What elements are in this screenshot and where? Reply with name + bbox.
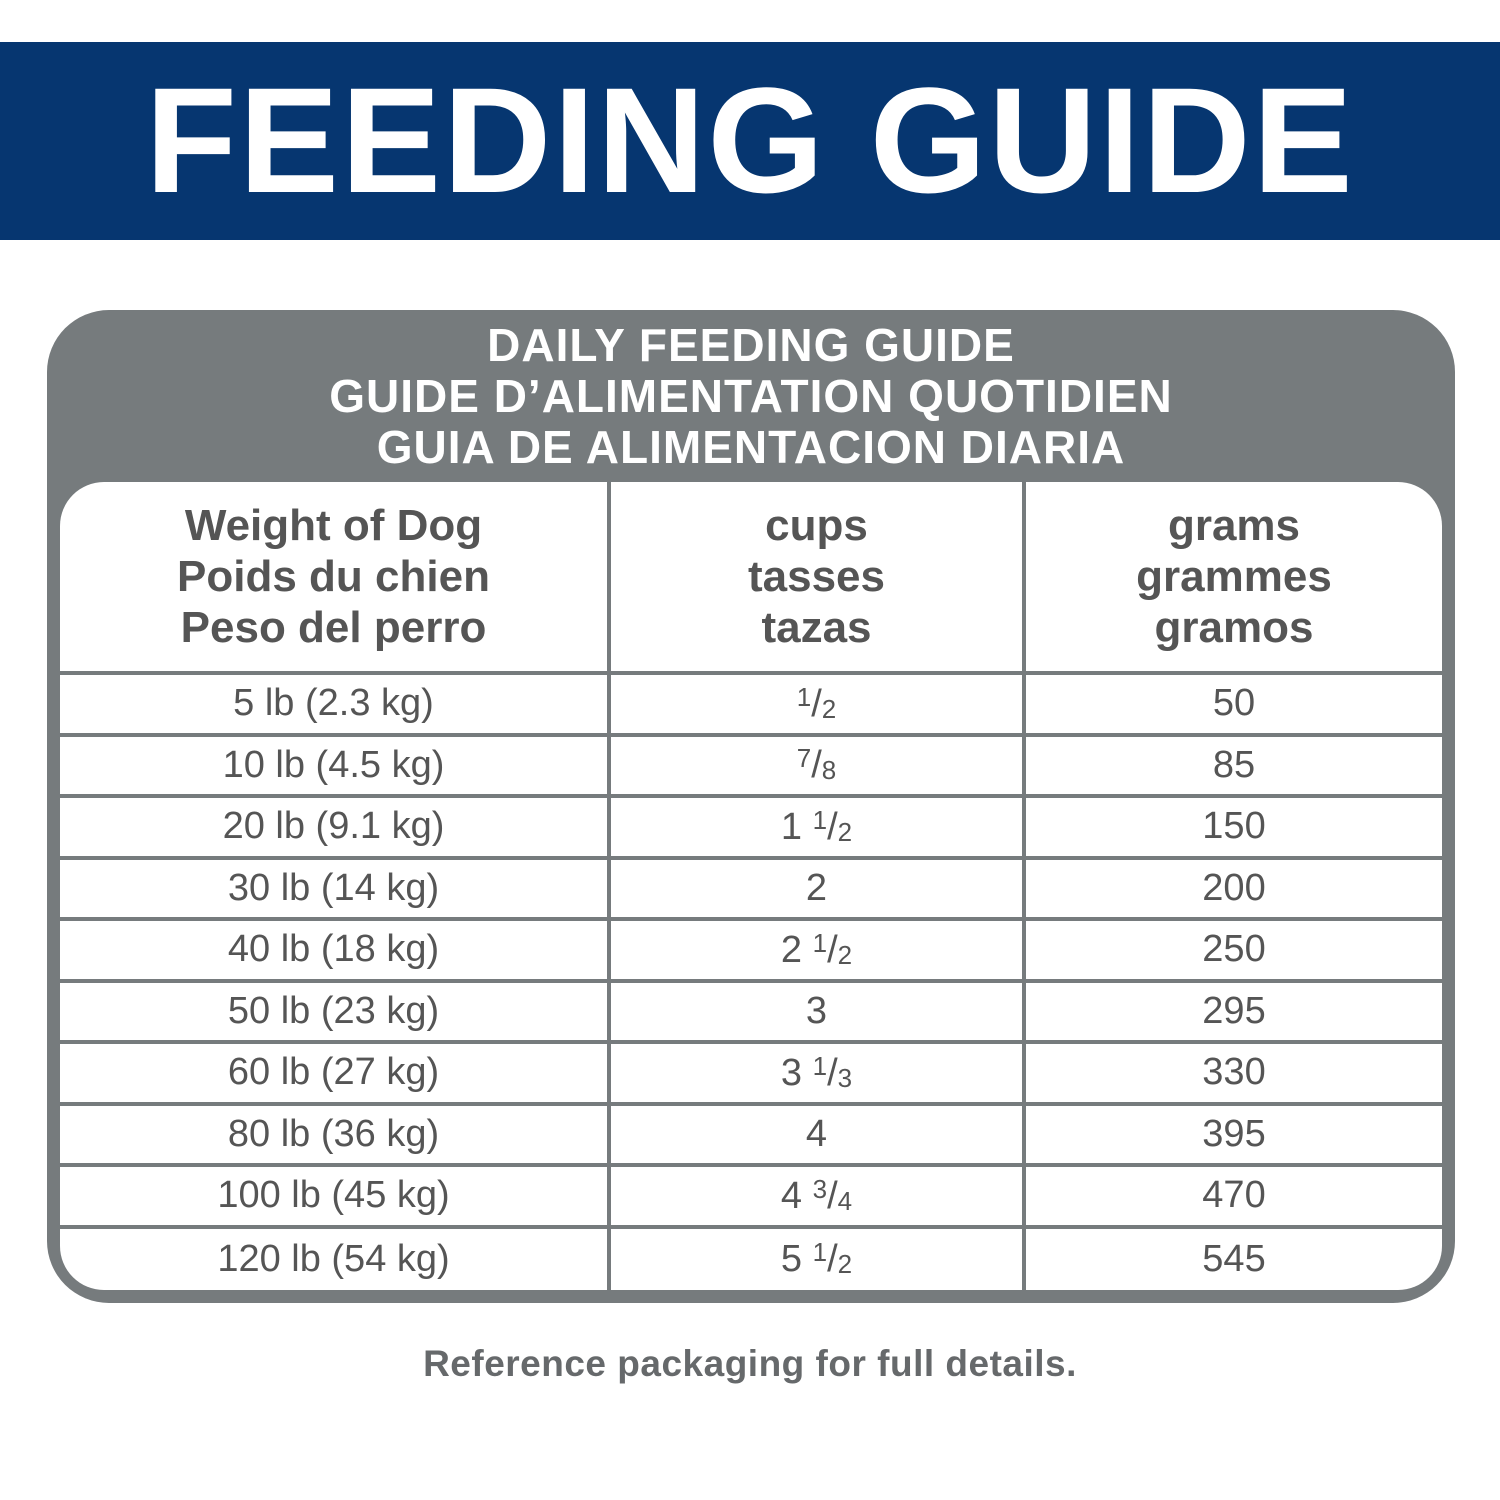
cell-text: 85 — [1212, 743, 1256, 786]
header-line: Peso del perro — [180, 603, 487, 652]
table-cell: 470 — [1026, 1167, 1442, 1229]
cell-text: 2 1/2 — [780, 927, 853, 971]
cell-text: 120 lb (54 kg) — [217, 1237, 450, 1280]
table-cell: 295 — [1026, 983, 1442, 1044]
header-line: grams — [1167, 501, 1301, 550]
table-panel: Weight of Dog Poids du chien Peso del perr… — [60, 482, 1442, 1290]
table-cell: 60 lb (27 kg) — [60, 1044, 611, 1106]
cell-text: 3 1/3 — [780, 1050, 853, 1094]
feeding-table-box: DAILY FEEDING GUIDE GUIDE D’ALIMENTATION… — [47, 310, 1455, 1303]
cell-text: 1/2 — [796, 681, 837, 725]
table-cell: 85 — [1026, 737, 1442, 798]
header-line: grammes — [1136, 552, 1332, 601]
table-cell: 1 1/2 — [611, 798, 1026, 860]
table-cell: 5 lb (2.3 kg) — [60, 675, 611, 737]
table-cell: 120 lb (54 kg) — [60, 1228, 611, 1290]
title-line: GUIDE D’ALIMENTATION QUOTIDIEN — [329, 370, 1173, 422]
cell-text: 4 3/4 — [780, 1173, 853, 1217]
cell-text: 40 lb (18 kg) — [227, 928, 440, 971]
cell-text: 1 1/2 — [780, 804, 853, 848]
cell-text: 80 lb (36 kg) — [227, 1112, 440, 1155]
feeding-table: Weight of Dog Poids du chien Peso del perr… — [60, 482, 1442, 1290]
cell-text: 100 lb (45 kg) — [217, 1174, 450, 1217]
table-cell: 200 — [1026, 860, 1442, 921]
cell-text: 2 — [805, 866, 828, 909]
header-line: cups — [765, 501, 868, 550]
cell-text: 200 — [1202, 866, 1266, 909]
table-cell: 2 — [611, 859, 1026, 921]
table-cell: 30 lb (14 kg) — [60, 859, 611, 921]
table-cell: 4 3/4 — [611, 1167, 1026, 1229]
table-cell: 100 lb (45 kg) — [60, 1167, 611, 1229]
header-line: tasses — [747, 552, 885, 601]
cell-text: 4 — [805, 1112, 828, 1155]
cell-text: 250 — [1202, 928, 1266, 971]
table-cell: 4 — [611, 1105, 1026, 1167]
footer-note: Reference packaging for full details. — [423, 1343, 1077, 1384]
table-cell: 1/2 — [611, 675, 1026, 737]
table-cell: 7/8 — [611, 736, 1026, 798]
table-cell: 330 — [1026, 1044, 1442, 1106]
header-line: gramos — [1154, 603, 1314, 652]
table-cell: 20 lb (9.1 kg) — [60, 798, 611, 860]
header-line: Poids du chien — [177, 552, 490, 601]
header-line: Weight of Dog — [184, 501, 483, 550]
table-cell: 40 lb (18 kg) — [60, 921, 611, 983]
cell-text: 545 — [1202, 1237, 1266, 1280]
table-cell: 50 — [1026, 675, 1442, 737]
table-cell: 10 lb (4.5 kg) — [60, 736, 611, 798]
column-header: grams grammes gramos — [1026, 482, 1442, 675]
title-line: DAILY FEEDING GUIDE — [487, 319, 1015, 371]
cell-text: 395 — [1202, 1112, 1266, 1155]
column-header: Weight of Dog Poids du chien Peso del perr… — [60, 482, 611, 675]
cell-text: 10 lb (4.5 kg) — [222, 743, 445, 786]
table-cell: 2 1/2 — [611, 921, 1026, 983]
cell-text: 470 — [1202, 1174, 1266, 1217]
header-line: tazas — [761, 603, 872, 652]
table-cell: 5 1/2 — [611, 1228, 1026, 1290]
table-cell: 3 — [611, 982, 1026, 1044]
cell-text: 150 — [1202, 805, 1266, 848]
table-cell: 395 — [1026, 1106, 1442, 1167]
cell-text: 330 — [1202, 1051, 1266, 1094]
cell-text: 50 — [1212, 682, 1256, 725]
table-cell: 545 — [1026, 1229, 1442, 1291]
table-cell: 3 1/3 — [611, 1044, 1026, 1106]
table-title: DAILY FEEDING GUIDE GUIDE D’ALIMENTATION… — [47, 320, 1455, 473]
cell-text: 7/8 — [796, 743, 837, 787]
cell-text: 3 — [805, 989, 828, 1032]
cell-text: 295 — [1202, 989, 1266, 1032]
banner: FEEDING GUIDE — [0, 42, 1500, 240]
cell-text: 5 1/2 — [780, 1237, 853, 1281]
table-cell: 50 lb (23 kg) — [60, 982, 611, 1044]
table-cell: 80 lb (36 kg) — [60, 1105, 611, 1167]
cell-text: 20 lb (9.1 kg) — [222, 805, 445, 848]
table-cell: 150 — [1026, 798, 1442, 860]
cell-text: 60 lb (27 kg) — [227, 1051, 440, 1094]
title-line: GUIA DE ALIMENTACION DIARIA — [376, 421, 1126, 473]
table-cell: 250 — [1026, 921, 1442, 983]
cell-text: 30 lb (14 kg) — [227, 866, 440, 909]
cell-text: 50 lb (23 kg) — [227, 989, 440, 1032]
column-header: cups tasses tazas — [611, 482, 1026, 675]
cell-text: 5 lb (2.3 kg) — [233, 682, 434, 725]
banner-title: FEEDING GUIDE — [145, 56, 1355, 224]
